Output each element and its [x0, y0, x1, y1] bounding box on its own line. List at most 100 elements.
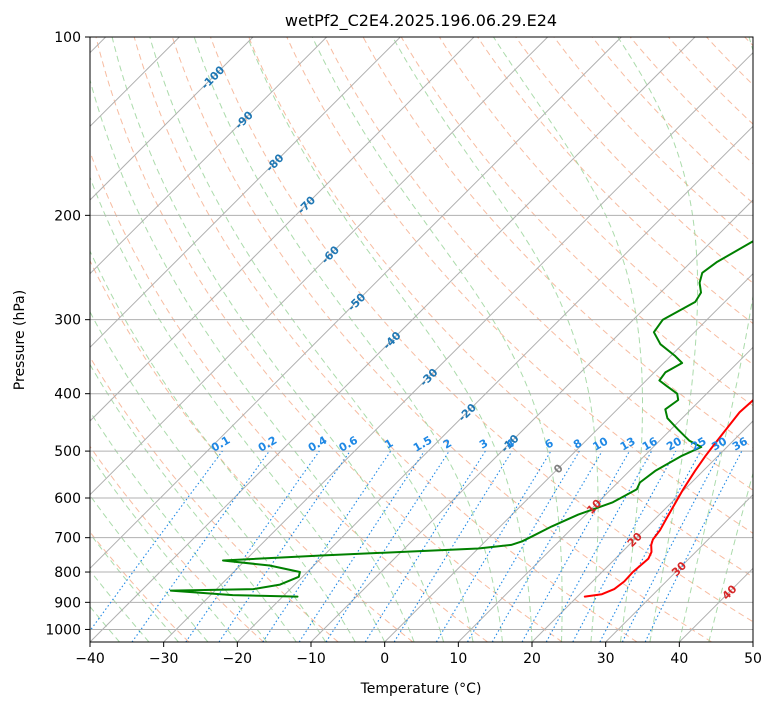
mixing-ratio-line	[393, 450, 513, 642]
dry-adiabat-line	[706, 37, 753, 86]
isotherm-label: 30	[669, 559, 689, 579]
isotherm-line	[605, 493, 753, 642]
isotherm-label: 40	[720, 582, 740, 602]
isotherm-line	[163, 51, 753, 642]
isotherm-line	[90, 37, 549, 496]
y-tick-label: 500	[54, 444, 81, 460]
x-tick-label: −40	[75, 651, 105, 667]
mixing-ratio-line	[467, 450, 580, 642]
x-tick-label: 40	[670, 651, 688, 667]
dry-adiabat-line	[744, 37, 753, 47]
x-tick-label: 30	[597, 651, 615, 667]
mixing-ratio-line	[364, 450, 486, 642]
dry-adiabat-line	[210, 37, 753, 623]
y-tick-label: 600	[54, 491, 81, 507]
y-axis-label: Pressure (hPa)	[12, 290, 28, 390]
dry-adiabat-line	[90, 531, 190, 642]
moist-adiabat-line	[708, 471, 753, 642]
dry-adiabat-line	[553, 37, 753, 244]
moist-adiabat-line	[90, 453, 238, 642]
isotherm-label: -30	[417, 366, 440, 389]
moist-adiabat-line	[193, 37, 503, 642]
dry-adiabat-line	[90, 445, 264, 642]
mixing-ratio-line	[521, 450, 630, 642]
isotherm-label: -70	[295, 193, 318, 216]
y-tick-label: 1000	[45, 622, 81, 638]
profile-series	[169, 240, 753, 598]
isotherm-line	[90, 37, 696, 642]
dry-adiabat-line	[171, 37, 712, 642]
dry-adiabat-line	[90, 356, 339, 642]
isotherm-line	[90, 37, 622, 570]
dry-adiabat-line	[477, 37, 753, 325]
mixing-ratio-line	[491, 450, 603, 642]
isotherms	[90, 37, 753, 642]
y-tick-label: 400	[54, 387, 81, 403]
y-tick-label: 800	[54, 565, 81, 581]
mixing-ratio-line	[435, 450, 552, 642]
mixing-ratio-label: 6	[543, 436, 556, 451]
isotherm-line	[457, 346, 753, 642]
isotherm-line	[531, 420, 753, 642]
mixing-ratio-line	[599, 450, 701, 642]
dry-adiabat-line	[668, 37, 753, 125]
x-tick-label: 10	[449, 651, 467, 667]
y-tick-label: 100	[54, 30, 81, 46]
isotherm-line	[384, 272, 753, 642]
y-tick-label: 700	[54, 531, 81, 547]
mixing-ratio-line	[90, 450, 223, 632]
dry-adiabat-line	[515, 37, 753, 284]
moist-adiabat-line	[90, 249, 356, 642]
plot-area: -100-90-80-70-60-50-40-30-20-10010203040…	[90, 37, 753, 642]
mixing-ratio-line	[572, 450, 677, 642]
isotherm-label: 0	[551, 461, 566, 476]
y-tick-label: 300	[54, 313, 81, 329]
moist-adiabat-line	[149, 37, 474, 642]
chart-title: wetPf2_C2E4.2025.196.06.29.E24	[285, 11, 557, 31]
isotherm-line	[90, 37, 401, 349]
mixing-ratio-line	[325, 450, 450, 642]
x-axis-label: Temperature (°C)	[360, 681, 482, 697]
x-tick-label: −10	[296, 651, 326, 667]
x-tick-label: 50	[744, 651, 762, 667]
x-tick-label: −30	[149, 651, 179, 667]
isotherm-line	[310, 199, 753, 642]
dry-adiabat-line	[248, 37, 753, 578]
moist-adiabat-line	[493, 37, 643, 642]
mixing-ratio-line	[545, 450, 653, 642]
moist-adiabat-line	[90, 363, 297, 642]
x-axis: −40 −30 −20 −10 0 10 20 30 40 50	[75, 642, 762, 667]
moist-adiabat-line	[90, 78, 415, 642]
isotherm-line	[678, 567, 753, 642]
mixing-ratio-lines	[90, 450, 743, 642]
moist-adiabat-line	[678, 37, 753, 642]
isotherm-label: 10	[584, 497, 604, 517]
moist-adiabats	[90, 37, 753, 642]
x-tick-label: 20	[523, 651, 541, 667]
y-tick-label: 900	[54, 595, 81, 611]
y-axis: 100 200 300 400 500 600 700 800 900 1000	[45, 30, 90, 638]
moist-adiabat-line	[90, 494, 209, 642]
mixing-ratio-label: 2	[441, 437, 454, 452]
mixing-ratio-line	[185, 450, 320, 642]
moist-adiabat-line	[311, 37, 563, 642]
x-tick-label: −20	[223, 651, 253, 667]
dry-adiabat-line	[629, 37, 753, 165]
mixing-ratio-label: 3	[477, 437, 490, 452]
dewpoint-line	[169, 240, 753, 598]
y-tick-label: 200	[54, 208, 81, 224]
dry-adiabat-line	[324, 37, 753, 491]
temperature-line	[583, 399, 753, 598]
isotherm-line	[236, 125, 753, 642]
isotherm-line	[90, 37, 254, 201]
dry-adiabat-line	[90, 259, 414, 642]
isotherm-line	[90, 37, 328, 275]
dry-adiabat-line	[400, 37, 753, 407]
dry-adiabat-line	[133, 37, 638, 642]
moist-adiabat-line	[90, 310, 327, 642]
dry-adiabat-line	[591, 37, 753, 204]
mixing-ratio-line	[218, 450, 351, 642]
plot-frame	[89, 36, 754, 643]
dry-adiabat-line	[95, 37, 563, 642]
